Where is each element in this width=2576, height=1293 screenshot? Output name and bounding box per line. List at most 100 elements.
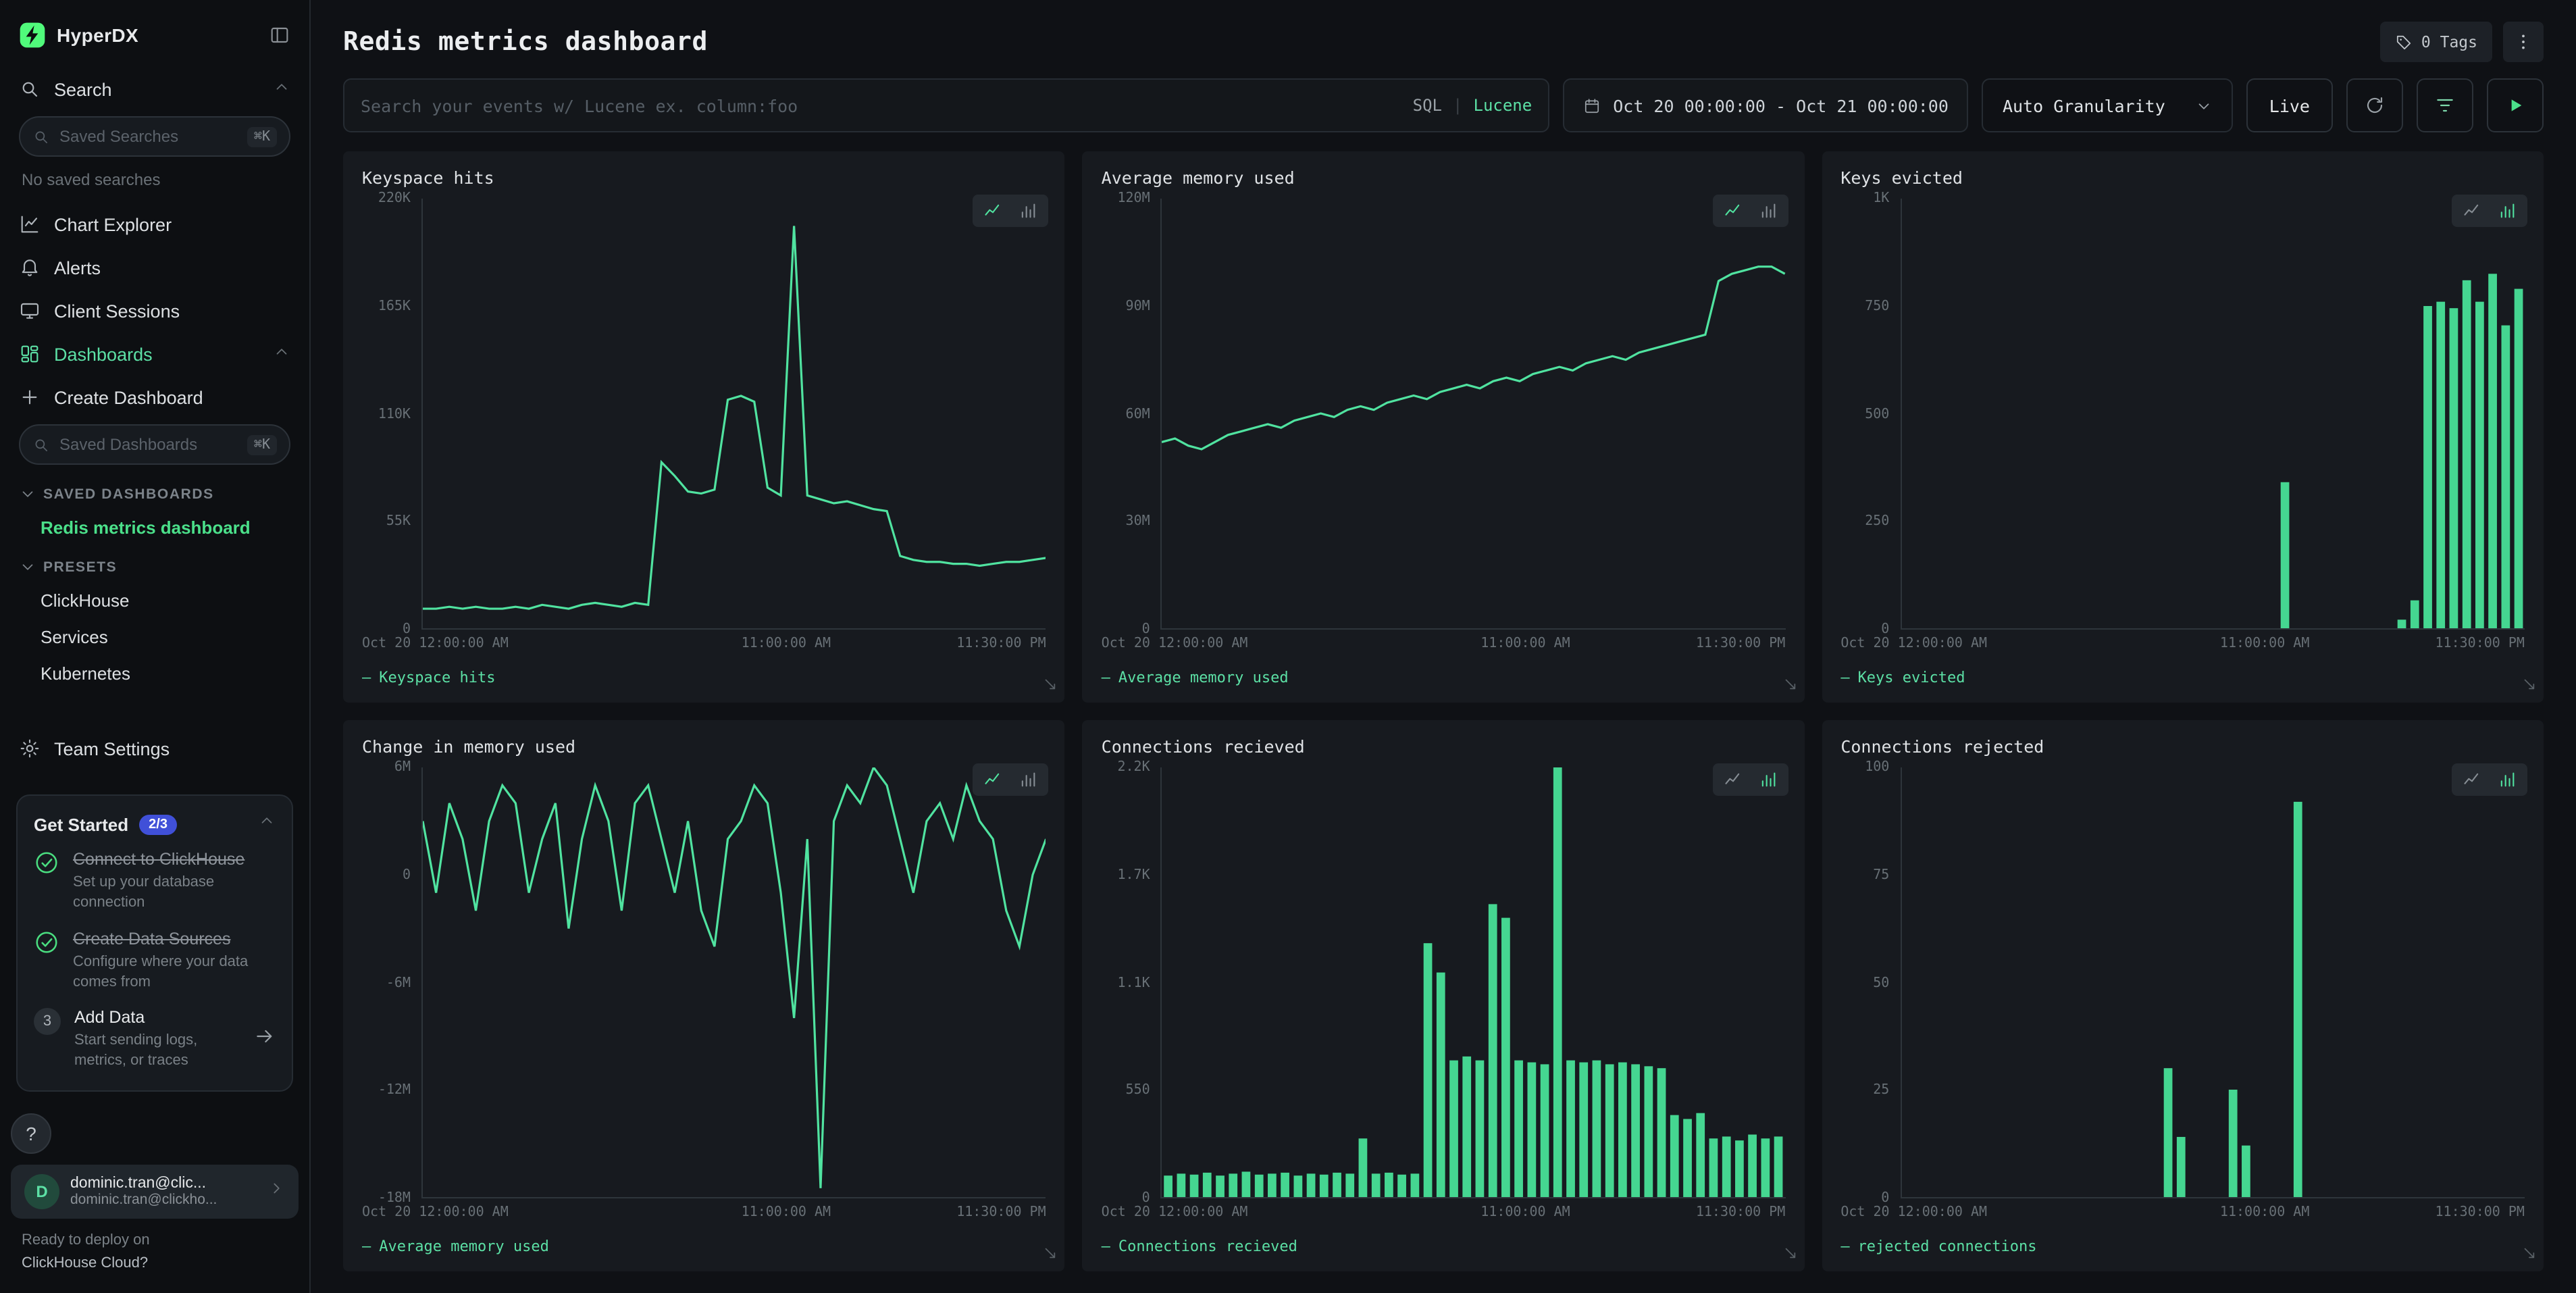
x-tick-label: Oct 20 12:00:00 AM: [1102, 636, 1248, 651]
x-tick-label: 11:30:00 PM: [2436, 636, 2525, 651]
get-started-item-add-data[interactable]: 3 Add Data Start sending logs, metrics, …: [34, 1009, 276, 1071]
y-tick-label: 75: [1873, 868, 1889, 883]
sidebar-item-services[interactable]: Services: [0, 619, 309, 655]
y-tick-label: -6M: [386, 975, 411, 990]
x-tick-label: 11:00:00 AM: [1480, 1205, 1570, 1220]
sidebar-item-alerts[interactable]: Alerts: [0, 246, 309, 289]
get-started-item-desc: Configure where your data comes from: [73, 952, 276, 992]
saved-searches-field[interactable]: [59, 127, 238, 146]
help-button[interactable]: ?: [11, 1113, 51, 1154]
line-chart-icon[interactable]: [976, 766, 1011, 793]
event-search-box[interactable]: SQL | Lucene: [343, 78, 1549, 132]
sidebar-item-client-sessions[interactable]: Client Sessions: [0, 289, 309, 332]
sidebar-item-clickhouse[interactable]: ClickHouse: [0, 582, 309, 619]
bar-chart-icon[interactable]: [1011, 197, 1046, 224]
lucene-toggle[interactable]: Lucene: [1474, 96, 1532, 115]
avatar: D: [24, 1174, 59, 1209]
refresh-button[interactable]: [2346, 78, 2403, 132]
resize-handle-icon[interactable]: [1039, 1242, 1058, 1267]
section-presets[interactable]: PRESETS: [0, 546, 309, 582]
y-tick-label: 550: [1126, 1084, 1150, 1098]
chart-legend: — Keyspace hits: [362, 658, 1046, 692]
get-started-item-connect[interactable]: Connect to ClickHouse Set up your databa…: [34, 850, 276, 913]
kebab-icon: [2513, 31, 2534, 53]
tags-button[interactable]: 0 Tags: [2381, 22, 2492, 62]
sidebar-item-label: Alerts: [54, 257, 101, 278]
plot-area: [1161, 767, 1786, 1198]
chart-type-toggle: [2452, 195, 2527, 227]
sidebar-item-dashboards[interactable]: Dashboards: [0, 332, 309, 376]
chevron-up-icon[interactable]: [258, 812, 276, 836]
resize-handle-icon[interactable]: [2518, 673, 2537, 699]
y-tick-label: 250: [1865, 515, 1889, 530]
y-tick-label: 2.2K: [1117, 760, 1150, 775]
sidebar-item-team-settings[interactable]: Team Settings: [0, 727, 309, 770]
resize-handle-icon[interactable]: [1778, 673, 1797, 699]
chevron-up-icon[interactable]: [273, 78, 290, 100]
time-range-picker[interactable]: Oct 20 00:00:00 - Oct 21 00:00:00: [1563, 78, 1969, 132]
line-chart-icon[interactable]: [1715, 766, 1750, 793]
x-tick-label: 11:30:00 PM: [1696, 1205, 1785, 1220]
step-number-badge: 3: [34, 1009, 61, 1036]
collapse-sidebar-icon[interactable]: [269, 24, 290, 46]
resize-handle-icon[interactable]: [1778, 1242, 1797, 1267]
play-icon: [2504, 95, 2526, 116]
shortcut-badge: ⌘K: [247, 434, 277, 455]
bar-chart-icon[interactable]: [2490, 766, 2525, 793]
chevron-up-icon[interactable]: [273, 343, 290, 365]
filter-button[interactable]: [2417, 78, 2473, 132]
chart-plot: [1901, 199, 2525, 628]
bar-chart-icon[interactable]: [1011, 766, 1046, 793]
play-button[interactable]: [2487, 78, 2544, 132]
clickhouse-cloud-promo[interactable]: Ready to deploy on ClickHouse Cloud?: [0, 1219, 309, 1285]
get-started-item-sources[interactable]: Create Data Sources Configure where your…: [34, 929, 276, 992]
event-search-input[interactable]: [361, 95, 1399, 116]
line-chart-icon[interactable]: [2454, 766, 2490, 793]
legend-label: Average memory used: [379, 1238, 549, 1255]
x-tick-label: Oct 20 12:00:00 AM: [362, 636, 509, 651]
sidebar-item-redis-dashboard[interactable]: Redis metrics dashboard: [0, 509, 309, 546]
saved-dashboards-field[interactable]: [59, 435, 238, 454]
sidebar-item-chart-explorer[interactable]: Chart Explorer: [0, 203, 309, 246]
plot-area: [421, 199, 1046, 630]
saved-dashboards-input[interactable]: ⌘K: [19, 424, 290, 465]
x-tick-label: Oct 20 12:00:00 AM: [362, 1205, 509, 1220]
chart-card: Keyspace hits 220K165K110K55K0 Oct 20 12…: [343, 151, 1065, 703]
legend-dash: —: [1840, 669, 1849, 686]
y-tick-label: -12M: [378, 1084, 411, 1098]
y-tick-label: 220K: [378, 191, 411, 206]
section-saved-dashboards[interactable]: SAVED DASHBOARDS: [0, 473, 309, 509]
monitor-icon: [19, 300, 41, 322]
bar-chart-icon[interactable]: [2490, 197, 2525, 224]
y-axis: 6M0-6M-12M-18M: [362, 767, 421, 1198]
line-chart-icon[interactable]: [1715, 197, 1750, 224]
resize-handle-icon[interactable]: [1039, 673, 1058, 699]
granularity-select[interactable]: Auto Granularity: [1982, 78, 2233, 132]
sidebar-item-kubernetes[interactable]: Kubernetes: [0, 655, 309, 692]
line-chart-icon[interactable]: [976, 197, 1011, 224]
chart-card: Connections rejected 1007550250 Oct 20 1…: [1822, 720, 2544, 1271]
sql-toggle[interactable]: SQL: [1413, 96, 1442, 115]
sidebar-item-search[interactable]: Search: [0, 68, 309, 111]
chart-plot: [423, 767, 1046, 1197]
x-tick-label: 11:30:00 PM: [2436, 1205, 2525, 1220]
more-options-button[interactable]: [2503, 22, 2544, 62]
chart-legend: — Keys evicted: [1840, 658, 2525, 692]
live-button[interactable]: Live: [2246, 78, 2333, 132]
get-started-item-desc: Set up your database connection: [73, 873, 276, 913]
user-menu[interactable]: D dominic.tran@clic... dominic.tran@clic…: [11, 1165, 299, 1219]
y-tick-label: 1.7K: [1117, 868, 1150, 883]
create-dashboard-button[interactable]: Create Dashboard: [0, 376, 309, 419]
bar-chart-icon[interactable]: [1750, 766, 1785, 793]
line-chart-icon[interactable]: [2454, 197, 2490, 224]
x-tick-label: 11:30:00 PM: [956, 1205, 1046, 1220]
arrow-right-icon: [254, 1025, 276, 1054]
y-tick-label: -18M: [378, 1191, 411, 1206]
dashboard-grid-icon: [19, 343, 41, 365]
y-tick-label: 165K: [378, 299, 411, 314]
bar-chart-icon[interactable]: [1750, 197, 1785, 224]
saved-searches-input[interactable]: ⌘K: [19, 116, 290, 157]
resize-handle-icon[interactable]: [2518, 1242, 2537, 1267]
chart-explorer-icon: [19, 213, 41, 235]
y-tick-label: 50: [1873, 975, 1889, 990]
